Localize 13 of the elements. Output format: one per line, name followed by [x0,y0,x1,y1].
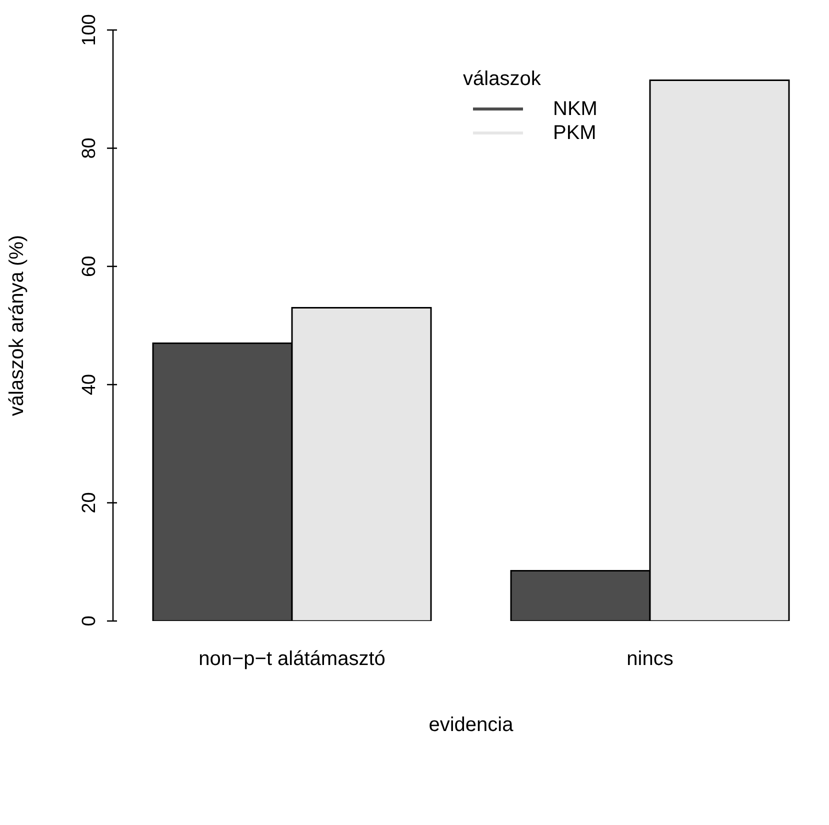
y-tick-label: 80 [79,138,100,159]
y-tick-label: 40 [79,374,100,396]
legend-label: PKM [553,122,596,144]
y-axis-title: válaszok aránya (%) [6,234,28,416]
x-axis-title: evidencia [428,714,514,736]
x-tick-label: nincs [626,648,674,670]
y-tick-label: 0 [79,616,100,626]
y-tick-label: 100 [79,14,100,46]
y-tick-label: 60 [79,256,100,277]
legend-label: NKM [553,98,598,120]
x-tick-label: non−p−t alátámasztó [198,648,386,670]
legend-title: válaszok [463,68,542,91]
y-tick-label: 20 [79,492,100,514]
